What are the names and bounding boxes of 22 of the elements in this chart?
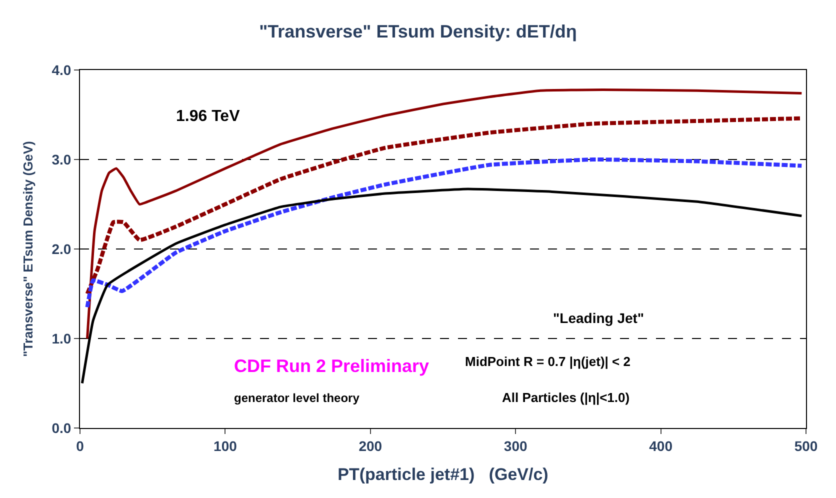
x-tick-label: 300: [504, 438, 528, 454]
y-tick-label: 1.0: [52, 330, 72, 346]
y-tick-label: 0.0: [52, 420, 72, 436]
y-tick-label: 2.0: [52, 240, 72, 257]
annotation: All Particles (|η|<1.0): [502, 390, 630, 405]
annotation: generator level theory: [234, 391, 360, 405]
annotation: 1.96 TeV: [176, 108, 240, 125]
chart-title: "Transverse" ETsum Density: dET/dη: [259, 22, 577, 42]
annotation: MidPoint R = 0.7 |η(jet)| < 2: [465, 354, 630, 369]
annotation: "Leading Jet": [553, 310, 644, 326]
x-tick-label: 0: [76, 438, 84, 454]
x-tick-label: 100: [214, 438, 238, 454]
x-tick-label: 400: [649, 438, 673, 454]
x-tick-label: 200: [358, 438, 382, 454]
y-tick-label: 4.0: [52, 62, 72, 78]
y-axis-title: "Transverse" ETsum Density (GeV): [20, 141, 36, 357]
x-axis-title: PT(particle jet#1) (GeV/c): [338, 465, 548, 484]
annotation: CDF Run 2 Preliminary: [234, 356, 430, 376]
x-tick-label: 500: [794, 438, 818, 454]
y-tick-label: 3.0: [52, 151, 72, 168]
line-series: [86, 88, 803, 340]
line-series: [85, 158, 804, 310]
